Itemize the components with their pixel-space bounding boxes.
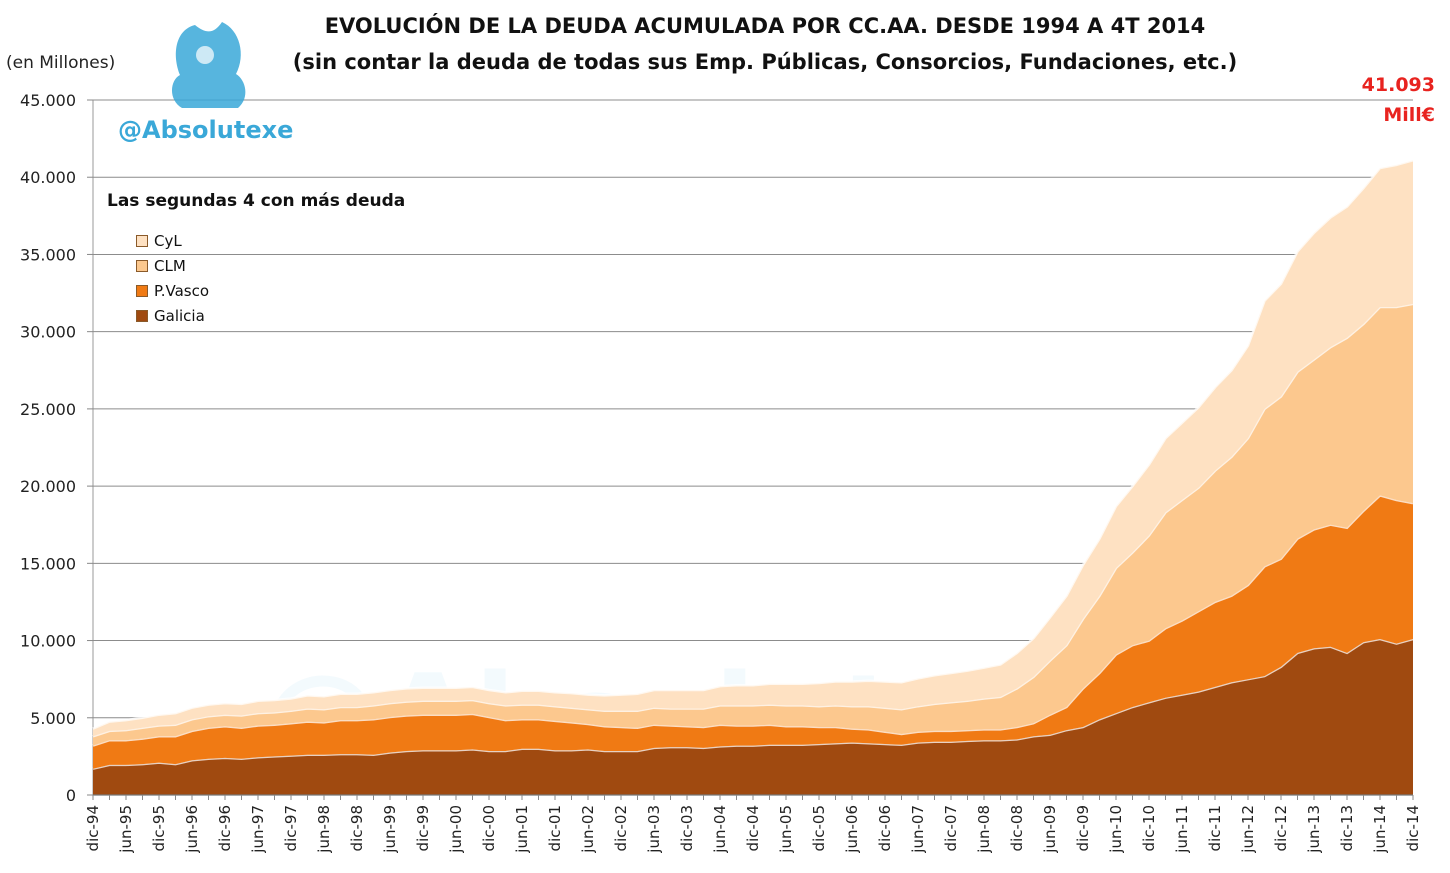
unit-label: (en Millones): [6, 53, 116, 73]
x-tick-label: dic-12: [1272, 805, 1290, 851]
x-tick-label: dic-14: [1404, 805, 1422, 851]
legend-item-galicia: Galicia: [136, 306, 205, 326]
x-tick-label: dic-02: [612, 805, 630, 851]
x-tick-label: jun-06: [843, 805, 861, 854]
legend-item-p-vasco: P.Vasco: [136, 281, 209, 301]
x-tick-label: dic-00: [480, 805, 498, 851]
legend-swatch: [136, 235, 148, 247]
legend-label: CLM: [154, 257, 186, 275]
x-tick-label: dic-01: [546, 805, 564, 851]
legend-label: Galicia: [154, 307, 205, 325]
area-series-p-vasco: [93, 495, 1413, 769]
x-tick-label: jun-97: [249, 805, 267, 854]
x-tick-label: dic-97: [282, 805, 300, 851]
y-tick-label: 40.000: [20, 168, 76, 187]
x-tick-label: jun-98: [315, 805, 333, 854]
x-tick-label: dic-07: [942, 805, 960, 851]
area-series-cyl: [93, 160, 1413, 737]
chart-subtitle: (sin contar la deuda de todas sus Emp. P…: [292, 50, 1238, 74]
x-tick-label: dic-06: [876, 805, 894, 851]
y-tick-label: 30.000: [20, 323, 76, 342]
x-tick-label: jun-05: [777, 805, 795, 854]
x-tick-label: dic-10: [1140, 805, 1158, 851]
x-tick-label: jun-13: [1305, 805, 1323, 854]
x-tick-label: jun-14: [1371, 805, 1389, 854]
x-tick-label: dic-96: [216, 805, 234, 851]
x-tick-label: jun-09: [1041, 805, 1059, 854]
x-tick-label: dic-08: [1008, 805, 1026, 851]
y-tick-label: 0: [66, 786, 76, 805]
y-tick-label: 25.000: [20, 400, 76, 419]
x-tick-label: jun-10: [1107, 805, 1125, 854]
x-tick-label: jun-04: [711, 805, 729, 854]
x-tick-label: jun-02: [579, 805, 597, 854]
legend-item-cyl: CyL: [136, 231, 182, 251]
x-tick-label: dic-05: [810, 805, 828, 851]
x-tick-label: jun-01: [513, 805, 531, 854]
area-series-galicia: [93, 639, 1413, 795]
y-tick-label: 35.000: [20, 245, 76, 264]
y-tick-label: 10.000: [20, 632, 76, 651]
x-tick-label: jun-07: [909, 805, 927, 854]
x-tick-label: dic-95: [150, 805, 168, 851]
author-handle: @Absolutexe: [118, 116, 294, 144]
x-tick-label: dic-94: [84, 805, 102, 851]
x-tick-label: dic-13: [1338, 805, 1356, 851]
legend-swatch: [136, 310, 148, 322]
logo-shape: [172, 22, 246, 108]
legend-title: Las segundas 4 con más deuda: [107, 191, 406, 211]
legend-label: P.Vasco: [154, 282, 210, 300]
logo-eye: [196, 46, 214, 64]
x-tick-label: dic-11: [1206, 805, 1224, 851]
y-tick-label: 20.000: [20, 477, 76, 496]
x-tick-label: dic-04: [744, 805, 762, 851]
x-tick-label: jun-99: [381, 805, 399, 854]
y-tick-label: 15.000: [20, 554, 76, 573]
x-tick-label: dic-03: [678, 805, 696, 851]
area-edge-cyl: [92, 159, 1414, 730]
legend-swatch: [136, 285, 148, 297]
legend-item-clm: CLM: [136, 256, 186, 276]
total-annotation-value: 41.093: [1361, 74, 1435, 96]
x-tick-label: jun-95: [117, 805, 135, 854]
x-tick-label: jun-03: [645, 805, 663, 854]
logo-icon: [172, 22, 246, 108]
y-tick-label: 5.000: [30, 709, 76, 728]
chart-title: EVOLUCIÓN DE LA DEUDA ACUMULADA POR CC.A…: [324, 14, 1206, 38]
x-tick-label: jun-12: [1239, 805, 1257, 854]
legend-swatch: [136, 260, 148, 272]
x-tick-label: jun-00: [447, 805, 465, 854]
x-tick-label: dic-99: [414, 805, 432, 851]
x-tick-label: jun-11: [1173, 805, 1191, 854]
x-tick-label: dic-98: [348, 805, 366, 851]
area-series-clm: [93, 303, 1413, 746]
x-tick-label: jun-96: [183, 805, 201, 854]
total-annotation-unit: Mill€: [1383, 104, 1435, 126]
y-tick-label: 45.000: [20, 91, 76, 110]
legend-label: CyL: [154, 232, 182, 250]
x-tick-label: jun-08: [975, 805, 993, 854]
x-tick-label: dic-09: [1074, 805, 1092, 851]
